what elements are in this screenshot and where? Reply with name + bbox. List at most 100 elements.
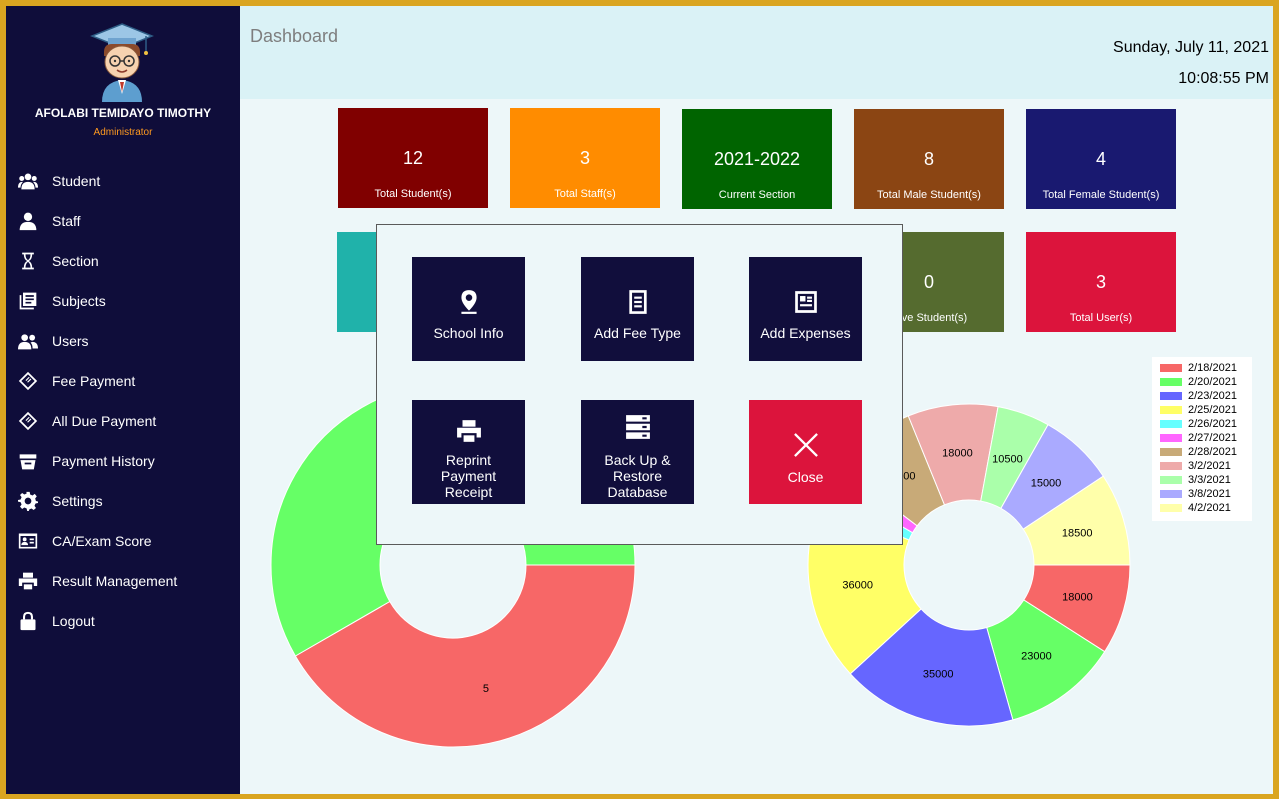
legend-item: 2/28/2021: [1160, 445, 1252, 459]
sidebar-item-label: All Due Payment: [52, 413, 157, 429]
stat-label: Total User(s): [1069, 312, 1133, 324]
chart-legend: 2/18/2021 2/20/2021 2/23/2021 2/25/2021 2/26…: [1152, 357, 1252, 521]
hourglass-icon: [18, 251, 38, 271]
legend-item: 2/25/2021: [1160, 403, 1252, 417]
add-expenses-button[interactable]: Add Expenses: [749, 257, 862, 361]
database-icon: [626, 415, 650, 439]
sidebar-item-subjects[interactable]: Subjects: [6, 283, 240, 319]
app-window: AFOLABI TEMIDAYO TIMOTHY Administrator S…: [6, 6, 1273, 794]
stat-value: 12: [402, 148, 424, 168]
add-fee-type-button[interactable]: Add Fee Type: [581, 257, 694, 361]
legend-label: 3/2/2021: [1188, 460, 1231, 472]
sidebar: AFOLABI TEMIDAYO TIMOTHY Administrator S…: [6, 6, 240, 794]
stat-card-total-staffs: 3 Total Staff(s): [510, 108, 660, 208]
school-info-button[interactable]: School Info: [412, 257, 525, 361]
sidebar-item-settings[interactable]: Settings: [6, 483, 240, 519]
users-icon: [18, 171, 38, 191]
legend-item: 3/8/2021: [1160, 487, 1252, 501]
donut-1-label-1: 23000: [1021, 651, 1052, 663]
legend-label: 3/3/2021: [1188, 474, 1231, 486]
legend-label: 2/20/2021: [1188, 376, 1237, 388]
legend-label: 2/18/2021: [1188, 362, 1237, 374]
sidebar-item-label: Payment History: [52, 453, 155, 469]
stat-value: 3: [579, 148, 590, 168]
legend-swatch: [1160, 448, 1182, 456]
legend-label: 2/28/2021: [1188, 446, 1237, 458]
donut-1-label-0: 18000: [1062, 592, 1093, 604]
donut-1-slice-8: [980, 406, 1049, 510]
legend-item: 2/20/2021: [1160, 375, 1252, 389]
sidebar-item-logout[interactable]: Logout: [6, 603, 240, 639]
sidebar-item-label: Fee Payment: [52, 373, 136, 389]
stat-value: 0: [923, 272, 934, 292]
stat-label: Total Staff(s): [554, 188, 616, 200]
stat-card-current-section: 2021-2022 Current Section: [682, 109, 832, 209]
printer-icon: [18, 571, 38, 591]
sidebar-item-label: Subjects: [52, 293, 106, 309]
donut-1-label-2: 35000: [923, 669, 954, 681]
legend-item: 4/2/2021: [1160, 501, 1252, 515]
legend-label: 4/2/2021: [1188, 502, 1231, 514]
sidebar-item-label: Result Management: [52, 573, 178, 589]
printer-icon: [457, 420, 481, 442]
donut-1-label-3: 36000: [842, 580, 873, 592]
sidebar-item-users[interactable]: Users: [6, 323, 240, 359]
id-card-icon: [18, 531, 38, 551]
current-date: Sunday, July 11, 2021: [1113, 39, 1269, 56]
donut-0-slice-0: [294, 564, 636, 748]
sidebar-item-label: Settings: [52, 493, 103, 509]
graduate-avatar: [90, 23, 154, 102]
sidebar-item-label: Logout: [52, 613, 95, 629]
button-label: Close: [787, 469, 824, 485]
backup-restore-database-button[interactable]: Back Up & Restore Database: [581, 400, 694, 504]
legend-item: 2/18/2021: [1160, 361, 1252, 375]
legend-swatch: [1160, 392, 1182, 400]
stat-card-female-students: 4 Total Female Student(s): [1026, 109, 1176, 209]
sidebar-item-student[interactable]: Student: [6, 163, 240, 199]
legend-label: 2/27/2021: [1188, 432, 1237, 444]
stat-label: Total Male Student(s): [877, 189, 981, 201]
donut-1-label-10: 18500: [1062, 527, 1093, 539]
header: Dashboard Sunday, July 11, 2021 10:08:55…: [240, 6, 1273, 99]
sidebar-item-result-management[interactable]: Result Management: [6, 563, 240, 599]
legend-swatch: [1160, 378, 1182, 386]
stat-label: ctive Student(s): [890, 312, 968, 324]
button-label: School Info: [433, 325, 504, 341]
donut-1-label-7: 18000: [942, 448, 973, 460]
donut-1-slice-2: [849, 608, 1014, 727]
legend-label: 3/8/2021: [1188, 488, 1231, 500]
sidebar-item-ca-exam-score[interactable]: CA/Exam Score: [6, 523, 240, 559]
sidebar-item-payment-history[interactable]: Payment History: [6, 443, 240, 479]
user-name: AFOLABI TEMIDAYO TIMOTHY: [34, 106, 212, 120]
stat-value: 4: [1095, 149, 1106, 169]
legend-item: 3/3/2021: [1160, 473, 1252, 487]
donut-1-slice-7: [907, 403, 999, 506]
map-pin-icon: [461, 290, 477, 314]
sidebar-item-label: Staff: [52, 213, 81, 229]
sidebar-item-label: Users: [52, 333, 89, 349]
close-button[interactable]: Close: [749, 400, 862, 504]
donut-1-label-8: 10500: [992, 454, 1023, 466]
legend-label: 2/26/2021: [1188, 418, 1237, 430]
stat-label: Current Section: [718, 189, 796, 201]
stat-card-total-students: 12 Total Student(s): [338, 108, 488, 208]
legend-item: 2/26/2021: [1160, 417, 1252, 431]
legend-swatch: [1160, 462, 1182, 470]
button-label: Reprint Payment Receipt: [440, 452, 497, 500]
sidebar-item-section[interactable]: Section: [6, 243, 240, 279]
reprint-payment-receipt-button[interactable]: Reprint Payment Receipt: [412, 400, 525, 504]
donut-0-label-0: 5: [483, 683, 489, 695]
legend-item: 3/2/2021: [1160, 459, 1252, 473]
sidebar-item-all-due-payment[interactable]: All Due Payment: [6, 403, 240, 439]
sidebar-item-staff[interactable]: Staff: [6, 203, 240, 239]
button-label: Add Fee Type: [594, 325, 681, 341]
user-role: Administrator: [93, 127, 153, 138]
legend-swatch: [1160, 364, 1182, 372]
user-group-icon: [18, 331, 38, 351]
stat-value: 2021-2022: [713, 149, 801, 169]
legend-swatch: [1160, 476, 1182, 484]
gear-icon: [18, 491, 38, 511]
sidebar-item-fee-payment[interactable]: Fee Payment: [6, 363, 240, 399]
quick-actions-dialog: School Info Add Fee Type Add Expenses Re…: [376, 224, 903, 545]
sidebar-item-label: CA/Exam Score: [52, 533, 152, 549]
